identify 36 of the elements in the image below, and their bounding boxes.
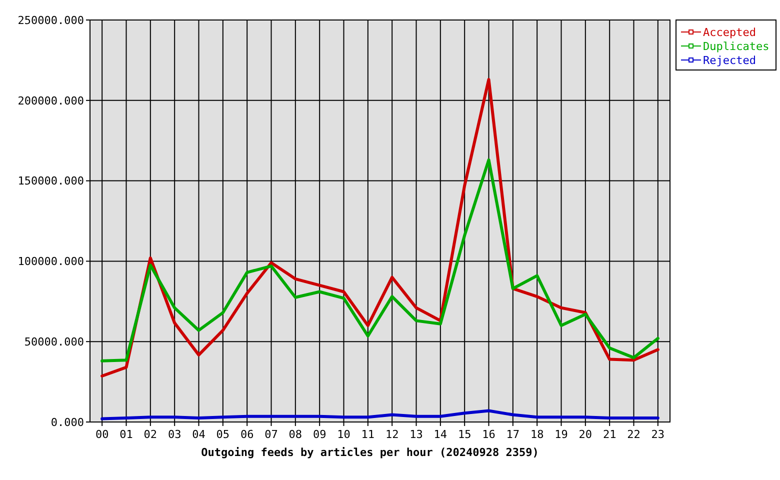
x-tick-label: 20 — [578, 428, 592, 441]
x-tick-label: 04 — [192, 428, 206, 441]
x-tick-label: 15 — [458, 428, 472, 441]
x-tick-label: 23 — [651, 428, 665, 441]
x-tick-label: 10 — [337, 428, 350, 441]
x-tick-label: 19 — [554, 428, 568, 441]
x-tick-label: 09 — [312, 428, 326, 441]
x-tick-label: 01 — [120, 428, 133, 441]
x-tick-label: 08 — [288, 428, 302, 441]
x-tick-label: 05 — [216, 428, 230, 441]
y-tick-label: 0.000 — [50, 416, 84, 429]
x-tick-label: 06 — [240, 428, 254, 441]
legend-label: Duplicates — [703, 40, 770, 53]
x-axis-title: Outgoing feeds by articles per hour (20240928 2359) — [201, 446, 539, 459]
legend-label: Accepted — [703, 26, 756, 39]
x-tick-label: 03 — [168, 428, 182, 441]
x-tick-label: 17 — [506, 428, 520, 441]
x-tick-label: 02 — [144, 428, 158, 441]
x-tick-label: 16 — [482, 428, 496, 441]
x-tick-label: 22 — [627, 428, 640, 441]
x-tick-label: 00 — [95, 428, 109, 441]
line-series — [100, 409, 660, 420]
legend-label: Rejected — [703, 54, 756, 67]
x-tick-label: 12 — [385, 428, 399, 441]
y-tick-label: 100000.000 — [18, 255, 84, 268]
x-tick-label: 07 — [264, 428, 278, 441]
x-tick-label: 18 — [530, 428, 544, 441]
y-tick-label: 250000.000 — [18, 14, 84, 27]
x-tick-label: 21 — [602, 428, 616, 441]
y-tick-label: 150000.000 — [18, 174, 84, 188]
x-tick-label: 13 — [410, 428, 423, 441]
y-tick-label: 200000.000 — [18, 94, 84, 108]
x-tick-label: 14 — [434, 428, 448, 441]
y-tick-label: 50000.000 — [24, 335, 84, 348]
line-series — [100, 158, 660, 362]
x-tick-label: 11 — [361, 428, 375, 441]
